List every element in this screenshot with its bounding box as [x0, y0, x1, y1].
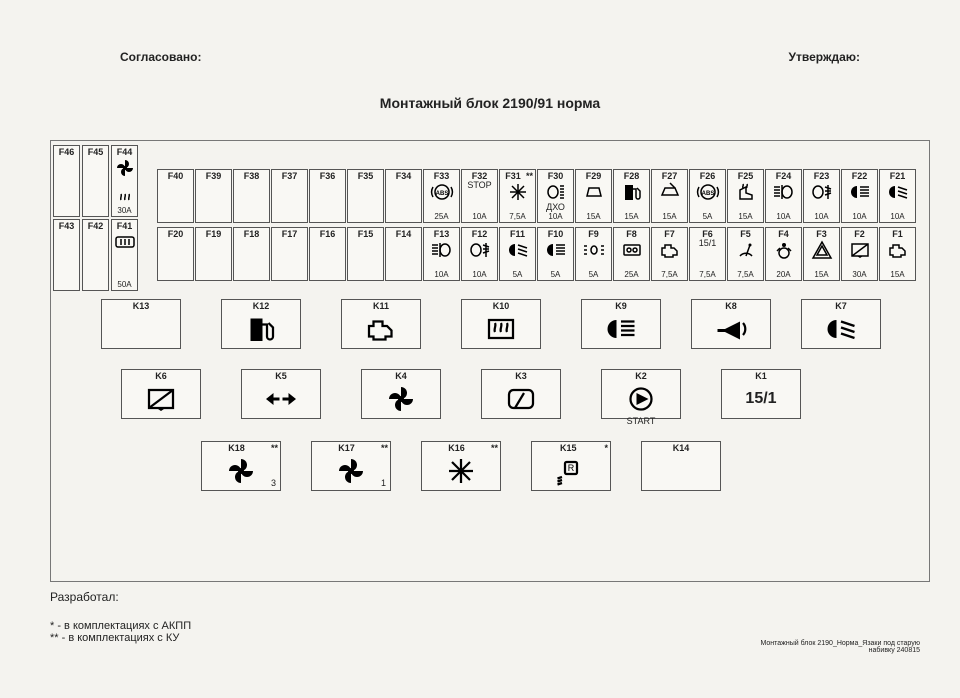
fuse-F14: F14 — [385, 227, 422, 281]
fuse-F40: F40 — [157, 169, 194, 223]
fuse-K5: K5 — [241, 369, 321, 419]
fuse-K7: K7 — [801, 299, 881, 349]
notes: * - в комплектациях с АКПП ** - в компле… — [50, 620, 191, 644]
fuse-F35: F35 — [347, 169, 384, 223]
fuse-F29: F2915A — [575, 169, 612, 223]
fuse-F23: F2310A — [803, 169, 840, 223]
fuse-F19: F19 — [195, 227, 232, 281]
fuse-F3: F315A — [803, 227, 840, 281]
fuse-K1: K115/1 — [721, 369, 801, 419]
fuse-K9: K9 — [581, 299, 661, 349]
fuse-F25: F2515A — [727, 169, 764, 223]
diagram-title: Монтажный блок 2190/91 норма — [50, 95, 930, 111]
fuse-F31: F31**7,5A — [499, 169, 536, 223]
fuse-F45: F45 — [82, 145, 109, 217]
fuse-K2: K2START — [601, 369, 681, 419]
fuse-F34: F34 — [385, 169, 422, 223]
svg-text:R: R — [568, 463, 575, 473]
fuse-F5: F57,5A — [727, 227, 764, 281]
fuse-F2: F230A — [841, 227, 878, 281]
fuse-F15: F15 — [347, 227, 384, 281]
developed-by: Разработал: — [50, 590, 119, 604]
fuse-K14: K14 — [641, 441, 721, 491]
fuse-F1: F115A — [879, 227, 916, 281]
fuse-K4: K4 — [361, 369, 441, 419]
fuse-K13: K13 — [101, 299, 181, 349]
fuse-K3: K3 — [481, 369, 561, 419]
agree-label: Согласовано: — [120, 50, 201, 64]
fuse-F39: F39 — [195, 169, 232, 223]
fuse-box-frame: F46F45F4430AF43F42F4150AF40F39F38F37F36F… — [50, 140, 930, 582]
fuse-F44: F4430A — [111, 145, 138, 217]
fuse-F42: F42 — [82, 219, 109, 291]
fuse-F8: F825A — [613, 227, 650, 281]
fuse-F27: F2715A — [651, 169, 688, 223]
fuse-F30: F30ДХО10A — [537, 169, 574, 223]
fuse-K12: K12 — [221, 299, 301, 349]
fuse-F10: F105A — [537, 227, 574, 281]
fuse-F36: F36 — [309, 169, 346, 223]
fuse-F46: F46 — [53, 145, 80, 217]
fuse-F17: F17 — [271, 227, 308, 281]
note-dstar: ** - в комплектациях с КУ — [50, 632, 191, 644]
fuse-F28: F2815A — [613, 169, 650, 223]
fuse-F4: F420A — [765, 227, 802, 281]
fuse-F12: F1210A — [461, 227, 498, 281]
fuse-F37: F37 — [271, 169, 308, 223]
fuse-F38: F38 — [233, 169, 270, 223]
fuse-F43: F43 — [53, 219, 80, 291]
fuse-F18: F18 — [233, 227, 270, 281]
fuse-F21: F2110A — [879, 169, 916, 223]
svg-text:ABS: ABS — [435, 191, 448, 197]
note-star: * - в комплектациях с АКПП — [50, 620, 191, 632]
fuse-F24: F2410A — [765, 169, 802, 223]
fuse-F11: F115A — [499, 227, 536, 281]
fuse-F16: F16 — [309, 227, 346, 281]
fuse-F33: F33ABS25A — [423, 169, 460, 223]
fuse-K15: K15*R — [531, 441, 611, 491]
svg-text:ABS: ABS — [701, 191, 714, 197]
fuse-F20: F20 — [157, 227, 194, 281]
fuse-K11: K11 — [341, 299, 421, 349]
fuse-K18: K18**3 — [201, 441, 281, 491]
fuse-F22: F2210A — [841, 169, 878, 223]
fuse-K16: K16** — [421, 441, 501, 491]
approve-label: Утверждаю: — [789, 50, 860, 64]
fuse-K6: K6 — [121, 369, 201, 419]
fuse-F41: F4150A — [111, 219, 138, 291]
fuse-F7: F77,5A — [651, 227, 688, 281]
fuse-F13: F1310A — [423, 227, 460, 281]
fuse-K17: K17**1 — [311, 441, 391, 491]
fuse-F26: F26ABS5A — [689, 169, 726, 223]
fuse-F9: F95A — [575, 227, 612, 281]
fuse-K10: K10 — [461, 299, 541, 349]
fuse-F6: F615/17,5A — [689, 227, 726, 281]
fuse-K8: K8 — [691, 299, 771, 349]
fine-print: Монтажный блок 2190_Норма_Язаки под стар… — [760, 640, 920, 654]
fuse-F32: F32STOP10A — [461, 169, 498, 223]
